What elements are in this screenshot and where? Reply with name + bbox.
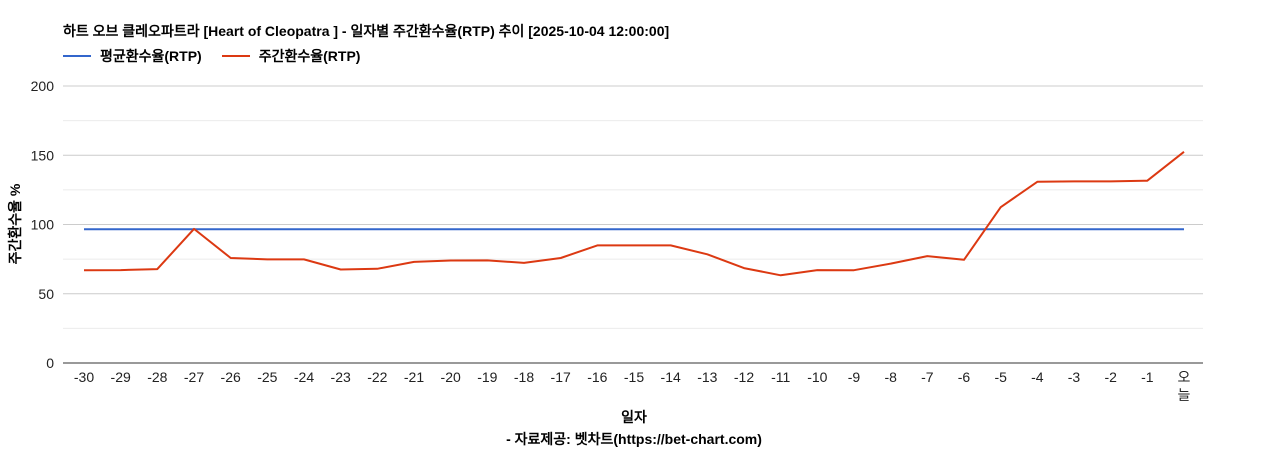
x-tick-label: -2 — [1104, 369, 1117, 385]
y-tick-label: 0 — [46, 355, 54, 371]
x-tick-label: -7 — [921, 369, 934, 385]
x-tick-label: -24 — [294, 369, 314, 385]
x-tick-label: -9 — [848, 369, 861, 385]
x-tick-label: -15 — [624, 369, 644, 385]
x-tick-label: -26 — [221, 369, 241, 385]
series-line-1 — [83, 151, 1185, 277]
x-tick-label: 오 — [1178, 369, 1191, 385]
chart-title: 하트 오브 클레오파트라 [Heart of Cleopatra ] - 일자별… — [63, 23, 670, 39]
x-tick-label: -28 — [147, 369, 167, 385]
x-tick-label: -3 — [1068, 369, 1081, 385]
x-tick-label: -10 — [807, 369, 827, 385]
x-tick-label: -22 — [367, 369, 387, 385]
x-tick-label: -6 — [958, 369, 971, 385]
x-tick-label: -13 — [697, 369, 717, 385]
y-tick-label: 100 — [31, 217, 55, 233]
y-tick-label: 50 — [38, 286, 54, 302]
source-credit: - 자료제공: 벳차트(https://bet-chart.com) — [506, 431, 762, 447]
y-tick-label: 150 — [31, 147, 55, 163]
x-tick-label: 늘 — [1178, 387, 1191, 403]
legend-item-average[interactable]: 평균환수율(RTP) — [63, 46, 202, 66]
x-tick-label: -30 — [74, 369, 94, 385]
x-tick-label: -29 — [111, 369, 131, 385]
x-tick-label: -4 — [1031, 369, 1044, 385]
x-tick-label: -19 — [477, 369, 497, 385]
y-axis-label: 주간환수율 % — [7, 183, 23, 265]
y-tick-label: 200 — [31, 78, 55, 94]
x-tick-label: -21 — [404, 369, 424, 385]
x-tick-label: -11 — [771, 369, 790, 385]
legend-label-average: 평균환수율(RTP) — [100, 48, 202, 64]
x-tick-label: -1 — [1141, 369, 1154, 385]
x-tick-label: -20 — [441, 369, 461, 385]
x-tick-label: -23 — [331, 369, 351, 385]
legend: 평균환수율(RTP) 주간환수율(RTP) — [63, 46, 380, 66]
x-tick-label: -12 — [734, 369, 754, 385]
x-tick-label: -17 — [551, 369, 571, 385]
legend-label-weekly: 주간환수율(RTP) — [258, 48, 361, 64]
legend-item-weekly[interactable]: 주간환수율(RTP) — [221, 46, 361, 66]
legend-swatch-weekly — [221, 55, 250, 57]
x-tick-label: -8 — [884, 369, 897, 385]
x-tick-label: -25 — [257, 369, 277, 385]
legend-swatch-average — [63, 55, 91, 57]
x-tick-label: -18 — [514, 369, 534, 385]
x-axis-label: 일자 — [621, 409, 647, 425]
x-tick-label: -16 — [587, 369, 607, 385]
x-tick-label: -14 — [661, 369, 681, 385]
x-tick-label: -27 — [184, 369, 204, 385]
x-tick-label: -5 — [994, 369, 1007, 385]
